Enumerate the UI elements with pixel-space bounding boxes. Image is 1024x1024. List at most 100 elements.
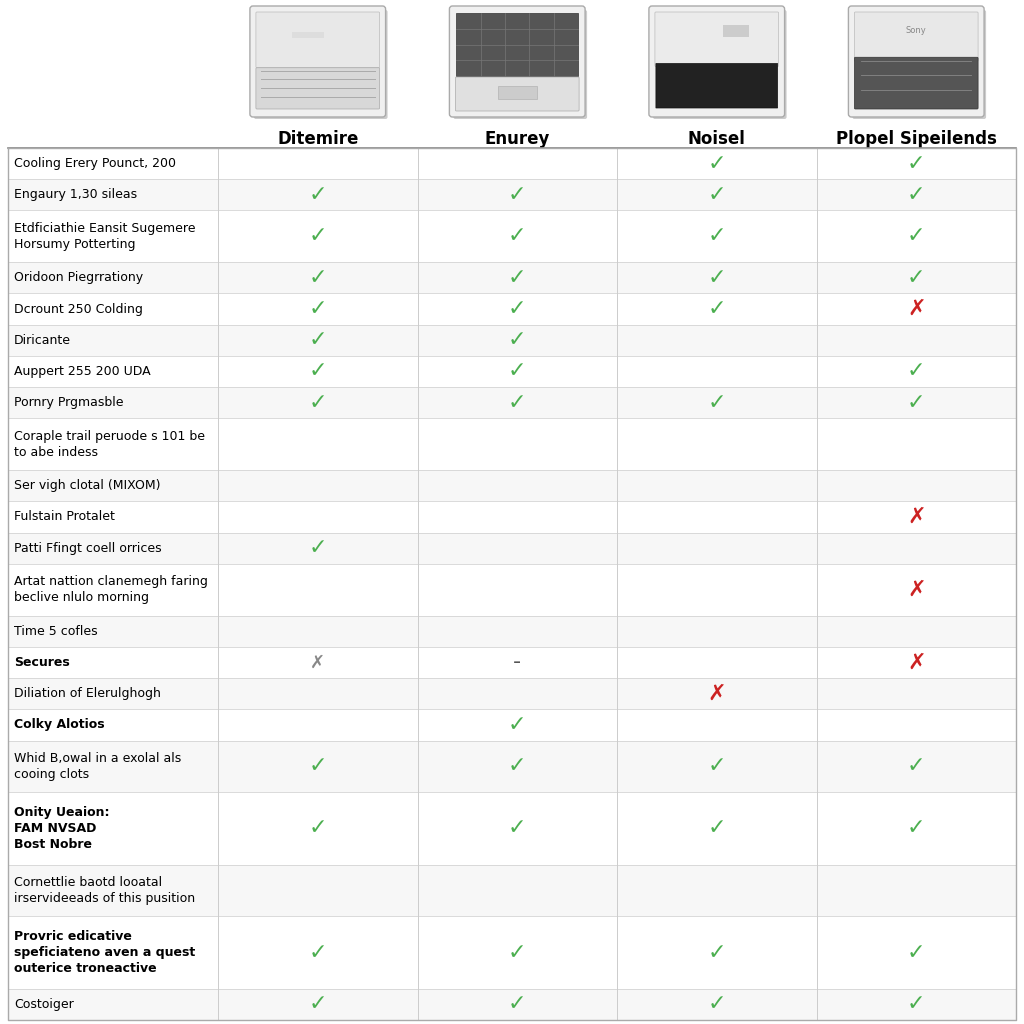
Text: -: - (513, 652, 521, 673)
Text: ✗: ✗ (907, 299, 926, 319)
Text: ✓: ✓ (308, 994, 327, 1015)
Text: ✗: ✗ (907, 507, 926, 527)
Text: Diricante: Diricante (14, 334, 71, 347)
Bar (8, 678, 1016, 710)
Text: ✗: ✗ (907, 652, 926, 673)
Text: Fulstain Protalet: Fulstain Protalet (14, 511, 115, 523)
Text: Whid B,owal in a exolal als
cooing clots: Whid B,owal in a exolal als cooing clots (14, 752, 181, 781)
Text: ✓: ✓ (708, 268, 726, 288)
Text: ✓: ✓ (907, 757, 926, 776)
Text: Secures: Secures (14, 656, 70, 669)
Text: ✓: ✓ (508, 943, 526, 963)
Text: Diliation of Elerulghogh: Diliation of Elerulghogh (14, 687, 161, 700)
Text: Oridoon Piegrrationy: Oridoon Piegrrationy (14, 271, 143, 285)
Bar (457, 13, 579, 76)
FancyBboxPatch shape (254, 10, 388, 119)
Text: Colky Alotios: Colky Alotios (14, 719, 104, 731)
Text: Plopel Sipeilends: Plopel Sipeilends (836, 130, 996, 148)
Bar (8, 564, 1016, 615)
Text: ✓: ✓ (508, 715, 526, 735)
Text: Ser vigh clotal (MIXOM): Ser vigh clotal (MIXOM) (14, 479, 161, 493)
Text: Cornettlie baotd looatal
irservideeads of this pusition: Cornettlie baotd looatal irservideeads o… (14, 877, 196, 905)
Text: ✓: ✓ (508, 268, 526, 288)
Text: ✓: ✓ (708, 299, 726, 319)
Text: Onity Ueaion:
FAM NVSAD
Bost Nobre: Onity Ueaion: FAM NVSAD Bost Nobre (14, 806, 110, 851)
Bar (8, 211, 1016, 262)
Bar (8, 864, 1016, 916)
Text: Pornry Prgmasble: Pornry Prgmasble (14, 396, 124, 410)
Text: ✓: ✓ (508, 226, 526, 247)
FancyBboxPatch shape (854, 57, 978, 109)
Text: ✓: ✓ (708, 185, 726, 205)
Text: ✓: ✓ (708, 393, 726, 413)
Text: ✓: ✓ (907, 818, 926, 839)
Text: ✓: ✓ (308, 539, 327, 558)
Text: Dcrount 250 Colding: Dcrount 250 Colding (14, 302, 143, 315)
Bar (8, 148, 1016, 179)
Bar (8, 419, 1016, 470)
Text: ✓: ✓ (907, 943, 926, 963)
Bar (8, 793, 1016, 864)
Text: ✓: ✓ (308, 299, 327, 319)
Text: ✓: ✓ (308, 943, 327, 963)
FancyBboxPatch shape (454, 10, 587, 119)
Text: ✓: ✓ (508, 331, 526, 350)
Bar (8, 294, 1016, 325)
Text: ✓: ✓ (708, 226, 726, 247)
Text: ✓: ✓ (907, 226, 926, 247)
Text: ✓: ✓ (708, 757, 726, 776)
Text: Etdficiathie Eansit Sugemere
Horsumy Potterting: Etdficiathie Eansit Sugemere Horsumy Pot… (14, 222, 196, 251)
Text: ✓: ✓ (508, 994, 526, 1015)
Text: Patti Ffingt coell orrices: Patti Ffingt coell orrices (14, 542, 162, 555)
Text: ✓: ✓ (708, 818, 726, 839)
Bar (8, 647, 1016, 678)
Text: Auppert 255 200 UDA: Auppert 255 200 UDA (14, 365, 151, 378)
Bar (8, 989, 1016, 1020)
FancyBboxPatch shape (655, 12, 778, 67)
Text: Sony: Sony (906, 26, 927, 35)
FancyBboxPatch shape (456, 77, 580, 111)
Text: Engaury 1,30 sileas: Engaury 1,30 sileas (14, 188, 137, 202)
Text: ✓: ✓ (708, 154, 726, 174)
Text: ✓: ✓ (508, 299, 526, 319)
FancyBboxPatch shape (256, 12, 380, 68)
Text: ✓: ✓ (708, 943, 726, 963)
Bar (8, 262, 1016, 294)
Bar (292, 32, 325, 38)
Text: ✓: ✓ (907, 393, 926, 413)
Text: ✓: ✓ (308, 818, 327, 839)
FancyBboxPatch shape (450, 6, 585, 117)
Text: ✓: ✓ (508, 393, 526, 413)
FancyBboxPatch shape (656, 63, 777, 108)
Bar (498, 86, 537, 98)
FancyBboxPatch shape (649, 6, 784, 117)
FancyBboxPatch shape (849, 6, 984, 117)
Text: ✓: ✓ (508, 185, 526, 205)
FancyBboxPatch shape (653, 10, 786, 119)
Bar (8, 615, 1016, 647)
Text: ✓: ✓ (907, 994, 926, 1015)
Bar (8, 740, 1016, 793)
Bar (8, 387, 1016, 419)
Bar (8, 325, 1016, 356)
Text: ✓: ✓ (907, 185, 926, 205)
Text: ✓: ✓ (508, 818, 526, 839)
Text: ✓: ✓ (907, 154, 926, 174)
FancyBboxPatch shape (854, 12, 978, 61)
Text: ✓: ✓ (308, 331, 327, 350)
Text: ✗: ✗ (907, 580, 926, 600)
Text: Costoiger: Costoiger (14, 997, 74, 1011)
Text: ✓: ✓ (508, 757, 526, 776)
Bar (723, 25, 750, 37)
Bar (8, 916, 1016, 989)
Text: ✓: ✓ (308, 393, 327, 413)
Text: Artat nattion clanemegh faring
beclive nlulo morning: Artat nattion clanemegh faring beclive n… (14, 575, 208, 604)
Text: ✓: ✓ (907, 268, 926, 288)
Text: ✓: ✓ (308, 361, 327, 382)
Text: ✓: ✓ (308, 268, 327, 288)
Text: ✓: ✓ (708, 994, 726, 1015)
Text: Coraple trail peruode s 101 be
to abe indess: Coraple trail peruode s 101 be to abe in… (14, 430, 205, 459)
Text: Provric edicative
speficiateno aven a quest
outerice troneactive: Provric edicative speficiateno aven a qu… (14, 930, 196, 975)
Text: ✓: ✓ (308, 226, 327, 247)
Text: ✓: ✓ (508, 361, 526, 382)
